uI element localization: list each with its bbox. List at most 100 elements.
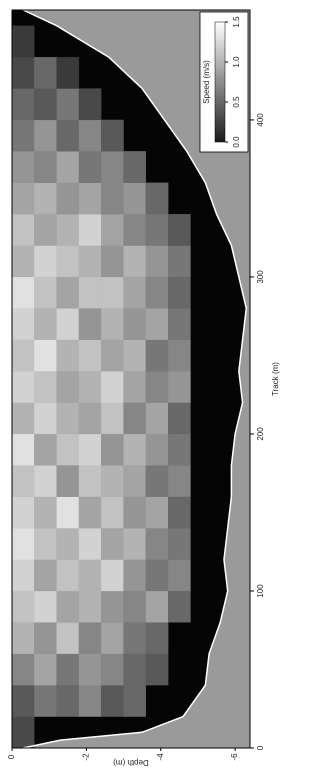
heatmap-cell (124, 183, 146, 214)
heatmap-cell (79, 277, 101, 308)
heatmap-cell (168, 246, 190, 277)
heatmap-cell (34, 465, 56, 496)
heatmap-cell (101, 340, 123, 371)
heatmap-cell (34, 403, 56, 434)
heatmap-cell (79, 183, 101, 214)
heatmap-cell (168, 528, 190, 559)
heatmap-cell (79, 403, 101, 434)
heatmap-cell (101, 151, 123, 182)
heatmap-cell (57, 57, 79, 88)
heatmap-cell (79, 308, 101, 339)
heatmap-cell (101, 371, 123, 402)
heatmap-cell (12, 277, 34, 308)
heatmap-cell (34, 591, 56, 622)
heatmap-cell (57, 403, 79, 434)
heatmap-cell (168, 591, 190, 622)
heatmap-cell (101, 246, 123, 277)
heatmap-cell (12, 151, 34, 182)
heatmap-cell (12, 246, 34, 277)
heatmap-cell (57, 654, 79, 685)
heatmap-cell (101, 591, 123, 622)
heatmap-cell (57, 246, 79, 277)
heatmap-cell (146, 277, 168, 308)
heatmap-cell (146, 434, 168, 465)
heatmap-cell (124, 277, 146, 308)
heatmap-cell (34, 528, 56, 559)
heatmap-cell (79, 685, 101, 716)
heatmap-cell (79, 528, 101, 559)
colorbar-label: Speed (m/s) (202, 60, 211, 104)
heatmap-cell (146, 622, 168, 653)
heatmap-cell (101, 434, 123, 465)
heatmap-cell (101, 120, 123, 151)
heatmap-cell (79, 622, 101, 653)
heatmap-cell (146, 465, 168, 496)
heatmap-cell (124, 434, 146, 465)
colorbar-tick-label: 1.0 (232, 56, 241, 68)
heatmap-cell (146, 654, 168, 685)
heatmap-cell (12, 26, 34, 57)
x-tick-label: 300 (256, 270, 265, 284)
heatmap-cell (124, 214, 146, 245)
heatmap-cell (168, 560, 190, 591)
heatmap-cell (79, 246, 101, 277)
heatmap-cell (12, 465, 34, 496)
heatmap-cell (12, 622, 34, 653)
colorbar (215, 22, 225, 142)
heatmap-cell (34, 246, 56, 277)
heatmap-cell (101, 497, 123, 528)
heatmap-cell (12, 497, 34, 528)
heatmap-cell (57, 120, 79, 151)
x-tick-label: 200 (256, 427, 265, 441)
heatmap-cell (79, 497, 101, 528)
heatmap-cell (168, 434, 190, 465)
heatmap-cell (57, 89, 79, 120)
heatmap-cell (124, 685, 146, 716)
heatmap-cell (146, 308, 168, 339)
heatmap-cell (101, 214, 123, 245)
page: {"chart_data": { "type": "heatmap", "xla… (0, 0, 320, 768)
heatmap-cell (79, 89, 101, 120)
heatmap-cell (12, 528, 34, 559)
heatmap-cell (101, 654, 123, 685)
colorbar-tick-label: 0.5 (232, 96, 241, 108)
heatmap-cell (57, 308, 79, 339)
heatmap-cell (168, 340, 190, 371)
heatmap-cell (12, 214, 34, 245)
heatmap-cell (57, 497, 79, 528)
heatmap-cell (57, 560, 79, 591)
heatmap-cell (79, 465, 101, 496)
heatmap-cell (12, 57, 34, 88)
heatmap-cell (101, 277, 123, 308)
heatmap-cell (146, 403, 168, 434)
heatmap-cell (101, 528, 123, 559)
x-axis-label: Track (m) (271, 362, 280, 396)
heatmap-cell (101, 403, 123, 434)
heatmap-cell (12, 183, 34, 214)
heatmap-cell (57, 214, 79, 245)
heatmap-cell (79, 214, 101, 245)
y-tick-label: -2 (81, 753, 90, 761)
heatmap-cell (12, 591, 34, 622)
x-tick-label: 0 (256, 745, 265, 750)
heatmap-cell (146, 183, 168, 214)
heatmap-cell (57, 340, 79, 371)
heatmap-cell (124, 151, 146, 182)
heatmap-cell (57, 591, 79, 622)
heatmap-cell (146, 340, 168, 371)
heatmap-cell (124, 497, 146, 528)
heatmap-cell (57, 685, 79, 716)
heatmap-cell (34, 277, 56, 308)
heatmap-cell (124, 591, 146, 622)
heatmap-cell (146, 214, 168, 245)
heatmap-cell (124, 371, 146, 402)
heatmap-cell (12, 89, 34, 120)
heatmap-cell (146, 560, 168, 591)
heatmap-cell (34, 560, 56, 591)
heatmap-cell (168, 497, 190, 528)
colorbar-tick-label: 1.5 (232, 16, 241, 28)
y-tick-label: 0 (7, 754, 16, 759)
heatmap-cell (124, 560, 146, 591)
heatmap-cell (146, 246, 168, 277)
